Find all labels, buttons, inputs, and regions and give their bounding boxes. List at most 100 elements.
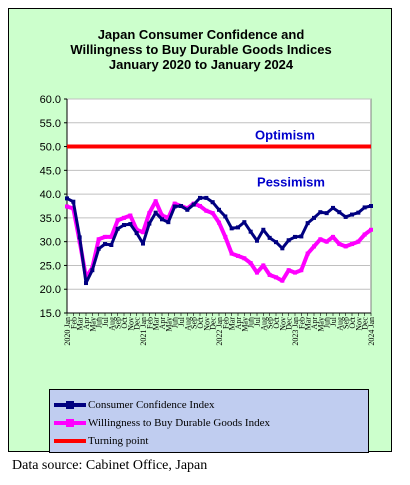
y-tick-label: 45.0: [40, 165, 61, 177]
x-tick-label: Feb: [145, 317, 154, 329]
x-tick-label: Sep: [190, 317, 199, 329]
data-point-willingness: [134, 227, 139, 232]
data-point-willingness: [172, 201, 177, 206]
data-point-consumer-confidence: [204, 195, 209, 200]
x-tick-label: Jul: [329, 316, 338, 326]
x-tick-label: Nov: [354, 317, 363, 331]
data-point-consumer-confidence: [153, 210, 158, 215]
data-point-consumer-confidence: [134, 231, 139, 236]
x-tick-label: 2024 Jan: [367, 317, 376, 346]
y-tick-label: 30.0: [40, 237, 61, 249]
data-point-consumer-confidence: [147, 221, 152, 226]
x-tick-label: Aug: [107, 317, 116, 331]
data-point-consumer-confidence: [350, 212, 354, 217]
x-tick-label: Mar: [152, 317, 161, 331]
x-tick-label: Jul: [253, 316, 262, 326]
data-point-consumer-confidence: [223, 214, 228, 219]
data-point-consumer-confidence: [362, 205, 367, 210]
data-point-willingness: [109, 234, 114, 239]
x-tick-label: May: [240, 317, 249, 332]
data-point-consumer-confidence: [286, 238, 291, 243]
data-point-willingness: [362, 232, 367, 237]
data-point-willingness: [324, 239, 329, 244]
legend-swatch-turning-point: [54, 439, 86, 443]
y-tick-label: 35.0: [40, 213, 61, 225]
data-point-willingness: [217, 220, 221, 225]
data-point-willingness: [261, 263, 266, 268]
legend-item-consumer-confidence: Consumer Confidence Index: [54, 396, 364, 414]
x-tick-label: 2020 Jan: [63, 317, 72, 346]
data-point-consumer-confidence: [210, 200, 215, 205]
data-point-consumer-confidence: [179, 204, 183, 208]
annotation-optimism: Optimism: [255, 128, 315, 143]
data-source-note: Data source: Cabinet Office, Japan: [12, 458, 208, 473]
x-tick-label: 2021 Jan: [139, 317, 148, 346]
x-tick-label: Aug: [335, 317, 344, 331]
x-tick-label: Nov: [202, 317, 211, 331]
x-tick-label: May: [316, 317, 325, 332]
legend-item-willingness: Willingness to Buy Durable Goods Index: [54, 414, 364, 432]
legend-swatch-consumer-confidence: [54, 401, 86, 409]
data-point-consumer-confidence: [185, 207, 190, 212]
x-tick-label: Oct: [120, 316, 129, 328]
chart-frame: Japan Consumer Confidence and Willingnes…: [8, 8, 392, 453]
data-point-consumer-confidence: [280, 246, 285, 251]
x-tick-label: Oct: [272, 316, 281, 328]
data-point-consumer-confidence: [274, 240, 278, 245]
x-tick-label: Apr: [234, 317, 243, 330]
data-point-consumer-confidence: [242, 220, 247, 225]
data-point-consumer-confidence: [293, 234, 297, 239]
y-tick-label: 60.0: [40, 94, 61, 106]
data-point-willingness: [274, 275, 278, 280]
data-point-willingness: [141, 230, 145, 235]
legend-marker-consumer-confidence: [66, 401, 74, 409]
data-point-willingness: [280, 278, 285, 283]
data-point-consumer-confidence: [248, 229, 253, 234]
data-point-willingness: [128, 213, 133, 218]
y-tick-label: 25.0: [40, 260, 61, 272]
x-tick-label: Dec: [361, 317, 370, 330]
x-tick-label: Jun: [247, 317, 256, 328]
data-point-willingness: [369, 227, 373, 232]
x-tick-label: Dec: [209, 317, 218, 330]
x-tick-label: Aug: [183, 317, 192, 331]
x-tick-label: Jun: [95, 317, 104, 328]
x-tick-label: Oct: [196, 316, 205, 328]
x-tick-label: Dec: [285, 317, 294, 330]
data-point-consumer-confidence: [229, 226, 234, 231]
x-tick-label: Oct: [348, 316, 357, 328]
x-tick-label: Feb: [297, 317, 306, 329]
x-tick-label: Mar: [304, 317, 313, 331]
data-point-willingness: [160, 213, 164, 218]
data-point-consumer-confidence: [115, 226, 120, 231]
data-point-willingness: [242, 256, 247, 261]
data-point-consumer-confidence: [96, 246, 101, 251]
y-tick-label: 20.0: [40, 284, 61, 296]
data-point-willingness: [312, 244, 316, 249]
y-tick-label: 55.0: [40, 118, 61, 130]
data-point-consumer-confidence: [255, 238, 259, 243]
x-tick-label: Jul: [177, 316, 186, 326]
legend-label-turning-point: Turning point: [88, 435, 149, 447]
x-tick-label: Nov: [126, 317, 135, 331]
data-point-willingness: [248, 261, 253, 266]
data-point-consumer-confidence: [160, 217, 164, 222]
data-point-consumer-confidence: [343, 214, 348, 219]
data-point-willingness: [198, 204, 202, 208]
legend-marker-willingness: [66, 419, 74, 427]
x-tick-label: Apr: [158, 317, 167, 330]
data-point-consumer-confidence: [109, 242, 114, 247]
data-point-consumer-confidence: [122, 223, 126, 228]
data-point-consumer-confidence: [331, 205, 335, 210]
legend: Consumer Confidence Index Willingness to…: [49, 389, 369, 453]
data-point-consumer-confidence: [128, 222, 133, 227]
data-point-consumer-confidence: [84, 281, 88, 286]
data-point-willingness: [305, 251, 310, 256]
chart-title-line-1: Japan Consumer Confidence and: [97, 27, 305, 42]
chart-title-line-3: January 2020 to January 2024: [108, 57, 294, 72]
x-tick-label: Dec: [133, 317, 142, 330]
chart-plot: 15.0 20.0 25.0 30.0 35.0 40.0 45.0 50.0 55.0 60.0…: [40, 94, 376, 346]
data-point-willingness: [318, 237, 323, 242]
x-tick-label: Apr: [82, 317, 91, 330]
data-point-willingness: [286, 268, 291, 273]
